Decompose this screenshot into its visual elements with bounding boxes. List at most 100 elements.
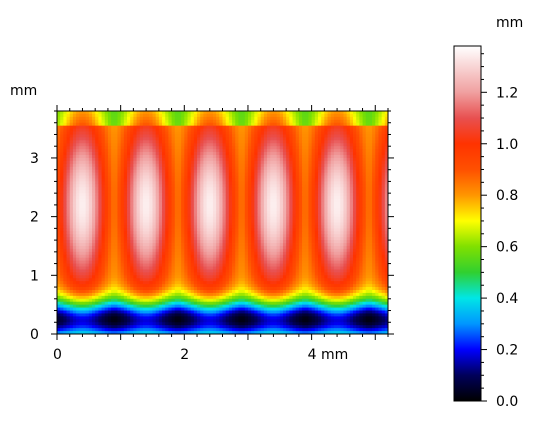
heatmap-cell: [292, 187, 297, 191]
heatmap-cell: [343, 187, 348, 191]
heatmap-cell: [72, 152, 77, 156]
heatmap-cell: [311, 234, 316, 238]
heatmap-cell: [257, 178, 262, 182]
heatmap-cell: [133, 234, 137, 238]
heatmap-cell: [216, 143, 220, 147]
heatmap-cell: [232, 134, 236, 138]
heatmap-cell: [85, 225, 90, 229]
heatmap-cell: [311, 111, 316, 115]
heatmap-cell: [165, 149, 169, 153]
heatmap-cell: [158, 178, 163, 182]
heatmap-cell: [241, 240, 246, 244]
heatmap-cell: [225, 201, 230, 206]
heatmap-cell: [324, 125, 328, 129]
heatmap-cell: [235, 169, 239, 174]
heatmap-cell: [251, 181, 255, 185]
heatmap-cell: [311, 181, 316, 185]
heatmap-cell: [302, 234, 306, 238]
heatmap-cell: [232, 234, 236, 238]
heatmap-cell: [286, 113, 290, 118]
heatmap-cell: [165, 157, 169, 162]
heatmap-cell: [197, 172, 201, 176]
heatmap-cell: [324, 240, 328, 244]
heatmap-cell: [289, 207, 293, 212]
heatmap-cell: [88, 134, 93, 138]
heatmap-cell: [375, 149, 379, 153]
heatmap-cell: [257, 193, 262, 197]
heatmap-cell: [190, 172, 195, 176]
heatmap-cell: [158, 111, 163, 115]
heatmap-cell: [130, 219, 134, 223]
heatmap-cell: [282, 199, 287, 203]
heatmap-cell: [267, 169, 271, 174]
heatmap-cell: [190, 243, 195, 247]
heatmap-cell: [203, 190, 207, 194]
heatmap-cell: [343, 199, 348, 203]
heatmap-cell: [228, 245, 233, 250]
heatmap-cell: [346, 207, 351, 212]
heatmap-cell: [139, 116, 144, 121]
heatmap-cell: [222, 146, 227, 150]
heatmap-cell: [136, 143, 141, 147]
heatmap-cell: [257, 196, 262, 200]
heatmap-cell: [378, 134, 383, 138]
heatmap-cell: [69, 222, 74, 226]
heatmap-cell: [165, 245, 169, 250]
heatmap-cell: [352, 193, 357, 197]
heatmap-cell: [225, 143, 230, 147]
heatmap-cell: [142, 172, 147, 176]
heatmap-cell: [92, 113, 96, 118]
heatmap-cell: [158, 116, 163, 121]
heatmap-cell: [257, 190, 262, 194]
heatmap-cell: [276, 119, 281, 124]
heatmap-cell: [378, 116, 383, 121]
heatmap-cell: [317, 225, 322, 229]
heatmap-cell: [349, 199, 354, 203]
heatmap-cell: [247, 196, 252, 200]
heatmap-cell: [244, 181, 249, 185]
heatmap-cell: [219, 116, 223, 121]
heatmap-cell: [244, 172, 249, 176]
heatmap-cell: [120, 116, 125, 121]
heatmap-cell: [69, 207, 74, 212]
heatmap-cell: [155, 204, 160, 209]
heatmap-cell: [349, 178, 354, 182]
heatmap-cell: [120, 193, 125, 197]
heatmap-cell: [359, 128, 363, 132]
heatmap-cell: [127, 225, 131, 229]
heatmap-cell: [212, 143, 217, 147]
heatmap-cell: [76, 201, 80, 206]
heatmap-cell: [381, 116, 386, 121]
heatmap-cell: [120, 207, 125, 212]
heatmap-cell: [365, 181, 370, 185]
heatmap-cell: [263, 169, 268, 174]
heatmap-cell: [330, 193, 335, 197]
heatmap-cell: [222, 213, 227, 218]
heatmap-cell: [149, 131, 153, 135]
heatmap-cell: [327, 187, 332, 191]
heatmap-cell: [276, 216, 281, 220]
heatmap-cell: [130, 172, 134, 176]
heatmap-cell: [76, 169, 80, 174]
heatmap-cell: [295, 199, 300, 203]
heatmap-cell: [273, 190, 277, 194]
heatmap-cell: [114, 231, 118, 235]
heatmap-cell: [362, 193, 367, 197]
heatmap-cell: [177, 231, 182, 235]
heatmap-cell: [333, 243, 338, 247]
heatmap-cell: [120, 143, 125, 147]
heatmap-cell: [359, 152, 363, 156]
heatmap-cell: [247, 149, 252, 153]
heatmap-cell: [216, 210, 220, 215]
heatmap-cell: [346, 119, 351, 124]
heatmap-cell: [263, 149, 268, 153]
heatmap-cell: [69, 134, 74, 138]
heatmap-cell: [238, 140, 242, 144]
heatmap-cell: [298, 157, 303, 162]
heatmap-cell: [378, 111, 383, 115]
heatmap-cell: [107, 134, 112, 138]
heatmap-cell: [378, 204, 383, 209]
heatmap-cell: [114, 160, 118, 165]
heatmap-cell: [295, 240, 300, 244]
heatmap-cell: [181, 243, 185, 247]
